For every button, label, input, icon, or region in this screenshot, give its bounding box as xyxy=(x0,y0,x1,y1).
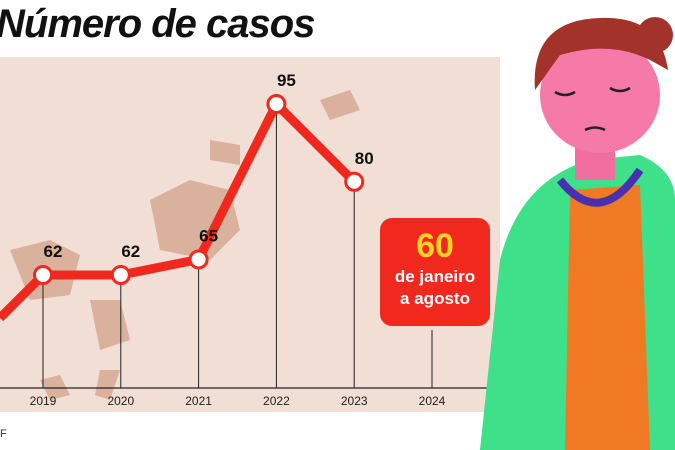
x-tick-label: 2024 xyxy=(419,394,446,408)
shirt xyxy=(565,185,650,450)
data-point xyxy=(188,249,209,270)
source-note: F xyxy=(0,428,7,440)
hair xyxy=(534,17,668,91)
data-label: 62 xyxy=(44,242,63,261)
data-point xyxy=(344,171,365,192)
annotation-badge: 60 de janeiro a agosto xyxy=(380,218,490,326)
data-point xyxy=(33,265,53,285)
data-label: 95 xyxy=(277,71,296,90)
data-label: 80 xyxy=(355,149,374,168)
x-tick-label: 2020 xyxy=(107,394,134,408)
badge-line2: a agosto xyxy=(400,289,470,308)
face xyxy=(540,37,660,153)
badge-line1: de janeiro xyxy=(394,267,476,286)
data-point xyxy=(110,265,131,285)
map-background xyxy=(10,90,360,400)
page-title: Número de casos xyxy=(0,2,315,46)
data-label: 62 xyxy=(121,242,140,261)
data-point xyxy=(266,94,287,115)
x-tick-label: 2023 xyxy=(341,394,368,408)
x-tick-label: 2019 xyxy=(30,394,57,408)
data-label: 65 xyxy=(199,226,218,245)
badge-value: 60 xyxy=(416,227,454,265)
x-tick-label: 2022 xyxy=(263,394,290,408)
x-tick-label: 2021 xyxy=(185,394,212,408)
series-line xyxy=(0,99,358,322)
